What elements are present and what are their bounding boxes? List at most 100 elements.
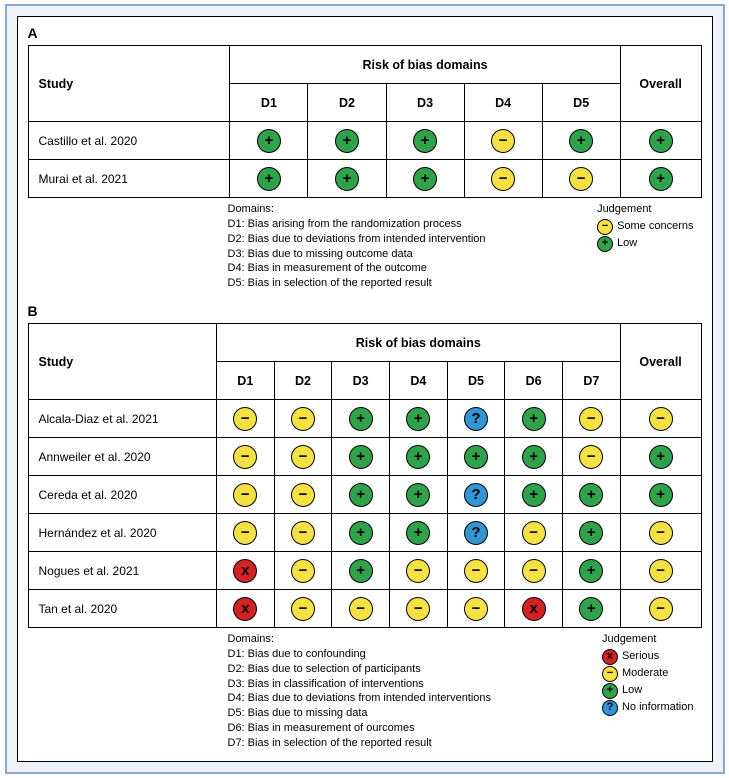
rob-icon-moderate: − — [233, 407, 257, 431]
rob-icon-low: + — [413, 167, 437, 191]
study-name: Castillo et al. 2020 — [28, 122, 230, 160]
rob-cell: − — [274, 400, 332, 438]
judgement-title: Judgement — [602, 632, 694, 647]
domain-def: D1: Bias due to confounding — [228, 647, 492, 662]
rob-icon-low: + — [579, 559, 603, 583]
rob-icon-moderate: − — [291, 445, 315, 469]
study-name: Hernández et al. 2020 — [28, 514, 216, 552]
rob-overall-cell: + — [620, 476, 701, 514]
rob-icon-noinfo: ? — [464, 521, 488, 545]
rob-icon-low: + — [522, 483, 546, 507]
rob-cell: + — [505, 476, 563, 514]
rob-table: Study Risk of bias domains Overall D1D2D… — [28, 323, 702, 628]
panel-a: Study Risk of bias domains Overall D1D2D… — [28, 45, 702, 291]
rob-icon-moderate: − — [406, 597, 430, 621]
judgement-item: ?No information — [602, 700, 694, 716]
rob-cell: − — [505, 514, 563, 552]
domain-def: D6: Bias in measurement of ourcomes — [228, 721, 492, 736]
judgement-label: Serious — [622, 649, 659, 664]
rob-icon-low: + — [649, 483, 673, 507]
rob-cell: − — [274, 590, 332, 628]
study-name: Murai et al. 2021 — [28, 160, 230, 198]
rob-cell: x — [216, 590, 274, 628]
col-D5: D5 — [542, 84, 620, 122]
figure-inner: A Study Risk of bias domains Overall D1D… — [17, 16, 713, 762]
rob-icon-moderate: − — [522, 521, 546, 545]
legend-row: Domains:D1: Bias arising from the random… — [28, 202, 702, 291]
rob-icon-moderate: − — [464, 559, 488, 583]
header-domains: Risk of bias domains — [230, 46, 620, 84]
rob-cell: + — [230, 122, 308, 160]
rob-icon-low: + — [522, 445, 546, 469]
rob-cell: + — [562, 476, 620, 514]
rob-icon-low: + — [579, 483, 603, 507]
rob-icon-low: + — [349, 445, 373, 469]
rob-icon-serious: x — [233, 597, 257, 621]
rob-icon-moderate: − — [233, 521, 257, 545]
col-D4: D4 — [464, 84, 542, 122]
col-D6: D6 — [505, 362, 563, 400]
rob-cell: + — [332, 514, 390, 552]
rob-icon-moderate: − — [649, 559, 673, 583]
rob-icon-moderate: − — [406, 559, 430, 583]
rob-cell: ? — [447, 514, 505, 552]
col-D5: D5 — [447, 362, 505, 400]
rob-cell: − — [505, 552, 563, 590]
rob-cell: ? — [447, 400, 505, 438]
rob-cell: ? — [447, 476, 505, 514]
rob-cell: + — [332, 438, 390, 476]
rob-cell: + — [308, 160, 386, 198]
rob-icon-moderate: − — [349, 597, 373, 621]
panel-b-label: B — [28, 303, 702, 319]
domain-def: D2: Bias due to deviations from intended… — [228, 232, 486, 247]
rob-cell: + — [447, 438, 505, 476]
rob-cell: + — [505, 438, 563, 476]
panel-b: Study Risk of bias domains Overall D1D2D… — [28, 323, 702, 751]
table-row: Murai et al. 2021+++−−+ — [28, 160, 701, 198]
rob-cell: + — [389, 514, 447, 552]
rob-icon-moderate: − — [291, 597, 315, 621]
rob-cell: − — [274, 438, 332, 476]
judgement-label: Moderate — [622, 666, 668, 681]
rob-cell: − — [464, 160, 542, 198]
rob-cell: − — [332, 590, 390, 628]
rob-cell: + — [332, 400, 390, 438]
rob-cell: − — [216, 400, 274, 438]
table-row: Cereda et al. 2020−−++?+++ — [28, 476, 701, 514]
judgement-item: −Some concerns — [597, 219, 693, 235]
col-study: Study — [28, 46, 230, 122]
rob-icon-low: + — [569, 129, 593, 153]
rob-cell: − — [542, 160, 620, 198]
table-row: Alcala-Diaz et al. 2021−−++?+−− — [28, 400, 701, 438]
rob-icon-low: + — [335, 129, 359, 153]
rob-icon-serious: x — [522, 597, 546, 621]
rob-icon-noinfo: ? — [602, 700, 618, 716]
rob-icon-moderate: − — [522, 559, 546, 583]
rob-overall-cell: − — [620, 400, 701, 438]
rob-icon-low: + — [406, 521, 430, 545]
rob-cell: − — [389, 590, 447, 628]
rob-cell: + — [389, 438, 447, 476]
rob-icon-low: + — [406, 407, 430, 431]
rob-icon-moderate: − — [649, 597, 673, 621]
judgement-label: Low — [617, 236, 637, 251]
rob-icon-moderate: − — [291, 483, 315, 507]
domain-def: D3: Bias due to missing outcome data — [228, 247, 486, 262]
rob-cell: − — [274, 476, 332, 514]
rob-cell: + — [386, 160, 464, 198]
rob-cell: − — [216, 476, 274, 514]
rob-icon-low: + — [602, 683, 618, 699]
rob-cell: − — [216, 514, 274, 552]
domain-def: D7: Bias in selection of the reported re… — [228, 736, 492, 751]
rob-cell: − — [274, 552, 332, 590]
rob-cell: + — [542, 122, 620, 160]
rob-cell: + — [332, 476, 390, 514]
rob-icon-moderate: − — [233, 445, 257, 469]
judgement-item: +Low — [602, 683, 694, 699]
rob-icon-low: + — [649, 129, 673, 153]
domains-title: Domains: — [228, 202, 486, 217]
rob-icon-low: + — [597, 236, 613, 252]
domain-def: D5: Bias in selection of the reported re… — [228, 276, 486, 291]
judgement-label: Some concerns — [617, 219, 693, 234]
domains-title: Domains: — [228, 632, 492, 647]
